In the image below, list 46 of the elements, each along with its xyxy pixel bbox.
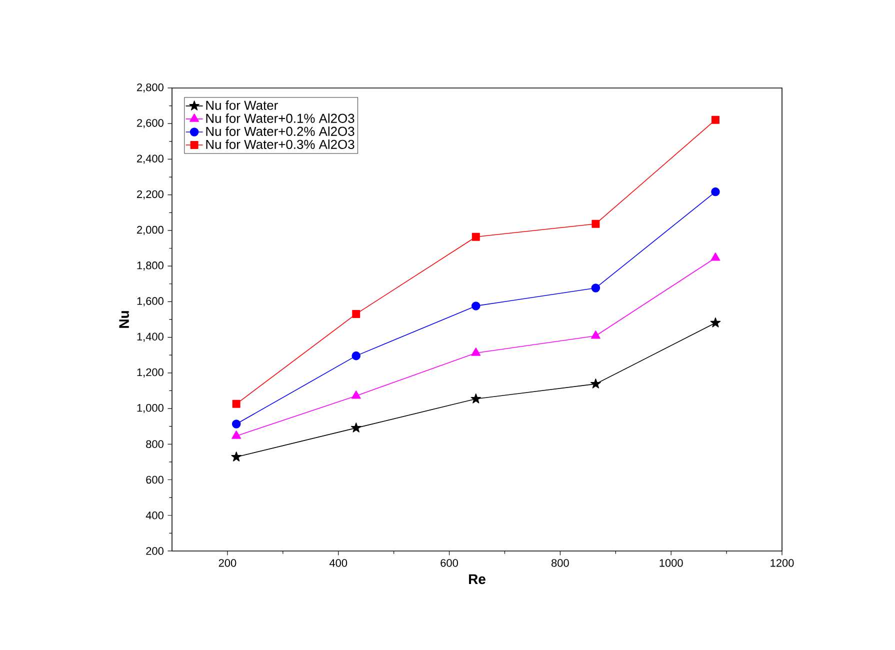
y-tick-label: 800 xyxy=(146,440,164,448)
point xyxy=(351,390,361,399)
y-tick-label: 2,800 xyxy=(137,83,164,93)
point xyxy=(232,400,240,408)
point xyxy=(352,351,361,360)
point xyxy=(711,187,720,196)
y-tick-label: 1,400 xyxy=(137,332,164,342)
point xyxy=(592,220,600,228)
point xyxy=(710,317,721,328)
x-tick-label: 1200 xyxy=(770,559,794,567)
y-tick-label: 1,800 xyxy=(137,262,164,271)
y-tick-label: 400 xyxy=(146,512,164,520)
y-tick-label: 1,200 xyxy=(137,368,164,378)
point xyxy=(231,452,242,462)
point xyxy=(232,430,242,439)
point xyxy=(590,330,600,339)
point xyxy=(350,422,362,432)
y-tick-label: 2,400 xyxy=(137,154,164,164)
y-tick-label: 2,200 xyxy=(137,190,164,200)
legend-label: Nu for Water+0.2% Al2O3 xyxy=(206,126,354,136)
y-tick-label: 600 xyxy=(146,476,164,484)
y-tick-label: 2,000 xyxy=(137,226,164,235)
x-tick-label: 1000 xyxy=(660,559,683,567)
legend-label: Nu for Water xyxy=(206,100,278,110)
x-tick-label: 600 xyxy=(440,559,458,567)
point xyxy=(472,232,480,241)
y-tick-label: 1,600 xyxy=(137,297,164,306)
x-tick-label: 400 xyxy=(329,559,348,567)
point xyxy=(710,252,720,261)
y-tick-label: 200 xyxy=(146,547,164,555)
point xyxy=(591,284,600,292)
x-axis-title: Re xyxy=(469,574,486,584)
point xyxy=(472,302,480,310)
point xyxy=(711,116,720,124)
y-tick-label: 1,000 xyxy=(137,404,164,414)
point xyxy=(470,394,482,404)
point xyxy=(590,378,601,388)
legend-label: Nu for Water+0.1% Al2O3 xyxy=(206,113,354,123)
y-tick-label: 2,600 xyxy=(137,119,164,128)
y-axis-title: Nu xyxy=(119,311,129,328)
point xyxy=(471,348,481,356)
point xyxy=(352,310,360,318)
x-tick-label: 800 xyxy=(552,559,569,567)
legend-label: Nu for Water+0.3% Al2O3 xyxy=(206,139,354,149)
x-tick-label: 200 xyxy=(218,559,236,567)
point xyxy=(232,420,241,428)
